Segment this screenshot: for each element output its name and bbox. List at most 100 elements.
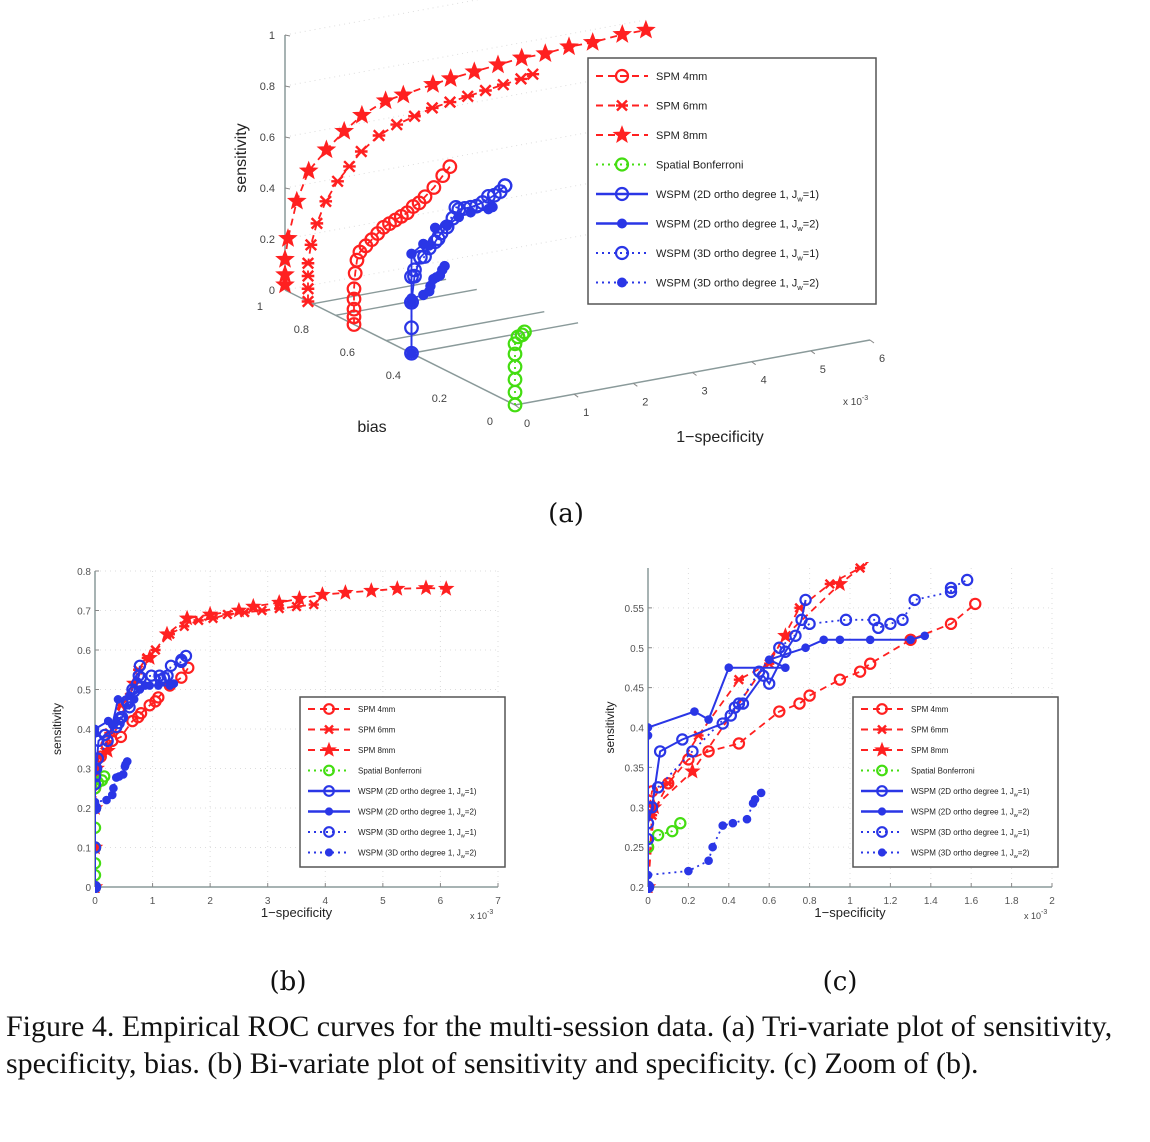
data-point bbox=[95, 752, 105, 765]
data-point bbox=[298, 160, 319, 180]
data-point bbox=[507, 336, 523, 352]
x-tick-label: 1.2 bbox=[883, 896, 897, 907]
legend-entry: SPM 4mm bbox=[861, 703, 949, 715]
data-point bbox=[245, 597, 262, 614]
data-point bbox=[95, 778, 102, 791]
legend-frame bbox=[587, 57, 877, 305]
legend-label: SPM 4mm bbox=[656, 71, 707, 83]
data-point bbox=[291, 589, 308, 606]
series-spm-6mm bbox=[95, 599, 319, 893]
panel-c-series bbox=[643, 489, 1059, 1004]
legend-label: SPM 6mm bbox=[358, 725, 396, 734]
data-point bbox=[651, 828, 665, 842]
panel-a-legend: SPM 4mm SPM 6mm SPM 8mm Spatial Bonferroni W… bbox=[587, 57, 877, 305]
legend-entry: Spatial Bonferroni bbox=[596, 157, 743, 172]
legend-marker-circle-icon bbox=[614, 245, 630, 261]
x-tick-label: 0 bbox=[524, 418, 530, 430]
panel-b-legend: SPM 4mm SPM 6mm SPM 8mm Spatial Bonferroni W… bbox=[299, 696, 506, 868]
data-point bbox=[375, 90, 396, 110]
data-point bbox=[742, 814, 752, 824]
x-multiplier: x 10-3 bbox=[470, 909, 493, 921]
data-point bbox=[865, 635, 875, 645]
legend-entry: WSPM (3D ortho degree 1, Jw=1) bbox=[308, 826, 477, 840]
data-point bbox=[906, 635, 915, 645]
data-point bbox=[95, 882, 100, 892]
legend-entry: SPM 6mm bbox=[308, 724, 396, 735]
data-point bbox=[406, 293, 417, 304]
data-point bbox=[1045, 489, 1059, 502]
data-point bbox=[301, 282, 315, 295]
series-wspm-3d-ortho-degree-1-j bbox=[95, 757, 132, 892]
series-wspm-3d-ortho-degree-1-j bbox=[648, 573, 974, 893]
legend-label: SPM 4mm bbox=[911, 705, 949, 714]
data-point bbox=[352, 104, 372, 124]
data-point bbox=[488, 54, 508, 74]
data-point bbox=[430, 231, 446, 247]
data-point bbox=[393, 84, 414, 104]
data-point bbox=[676, 733, 689, 746]
legend-marker-dot-icon bbox=[324, 848, 334, 857]
data-point bbox=[271, 594, 288, 610]
legend-entry: WSPM (2D ortho degree 1, Jw=2) bbox=[861, 807, 1030, 819]
data-point bbox=[944, 617, 958, 631]
legend-marker-star-icon bbox=[321, 741, 337, 757]
legend-entry: SPM 6mm bbox=[596, 99, 707, 112]
z-axis-title: sensitivity bbox=[233, 123, 250, 192]
y-tick-label: 0.2 bbox=[77, 804, 91, 815]
data-point bbox=[334, 120, 355, 140]
data-point bbox=[435, 168, 451, 184]
legend-marker-x-icon bbox=[324, 724, 334, 735]
x-tick-label: 5 bbox=[380, 896, 386, 907]
legend-label: WSPM (2D ortho degree 1, Jw=1) bbox=[656, 189, 819, 204]
data-point bbox=[803, 617, 816, 631]
legend-label: WSPM (2D ortho degree 1, Jw=2) bbox=[358, 807, 477, 819]
x-tick bbox=[810, 350, 816, 355]
data-point bbox=[275, 274, 295, 294]
data-point bbox=[643, 994, 653, 1004]
y-tick-label: 0.3 bbox=[77, 765, 91, 776]
x-multiplier: x 10-3 bbox=[1024, 909, 1047, 921]
data-point bbox=[406, 348, 417, 359]
data-point bbox=[164, 659, 178, 673]
data-point bbox=[684, 866, 693, 876]
x-tick-label: 5 bbox=[820, 364, 826, 376]
data-point bbox=[363, 582, 380, 598]
data-point bbox=[612, 24, 633, 43]
data-point bbox=[648, 731, 653, 740]
x-tick-label: 3 bbox=[701, 386, 707, 398]
data-point bbox=[123, 701, 136, 714]
legend-marker-circle-icon bbox=[323, 826, 335, 838]
x-tick bbox=[573, 393, 579, 398]
data-point bbox=[690, 707, 699, 716]
data-point bbox=[443, 96, 457, 109]
legend-entry: SPM 8mm bbox=[308, 741, 396, 757]
data-point bbox=[648, 880, 655, 893]
data-point bbox=[497, 178, 513, 194]
bias-axis-line bbox=[284, 289, 516, 406]
legend-marker-dot-icon bbox=[877, 848, 887, 857]
data-point bbox=[314, 586, 331, 602]
data-point bbox=[511, 47, 532, 67]
data-point bbox=[99, 742, 116, 758]
data-point bbox=[704, 856, 713, 866]
data-point bbox=[653, 745, 667, 758]
legend-marker-dot-icon bbox=[877, 807, 887, 816]
legend-label: WSPM (3D ortho degree 1, Jw=1) bbox=[911, 828, 1030, 840]
data-point bbox=[406, 248, 417, 260]
data-point bbox=[275, 249, 295, 268]
series-3d bbox=[404, 178, 513, 310]
legend-marker-circle-icon bbox=[876, 764, 888, 777]
series-line bbox=[95, 603, 314, 887]
data-point bbox=[824, 578, 835, 590]
data-point bbox=[956, 516, 966, 525]
data-point bbox=[291, 601, 302, 612]
data-point bbox=[331, 175, 344, 188]
data-point bbox=[390, 118, 404, 131]
y-tick-label: 0.1 bbox=[77, 844, 91, 855]
legend-marker-circle-icon bbox=[614, 186, 630, 202]
data-point bbox=[964, 497, 978, 510]
data-point bbox=[158, 625, 176, 642]
data-point bbox=[648, 723, 653, 732]
grid-line-z bbox=[284, 0, 479, 36]
series-line bbox=[648, 599, 807, 893]
